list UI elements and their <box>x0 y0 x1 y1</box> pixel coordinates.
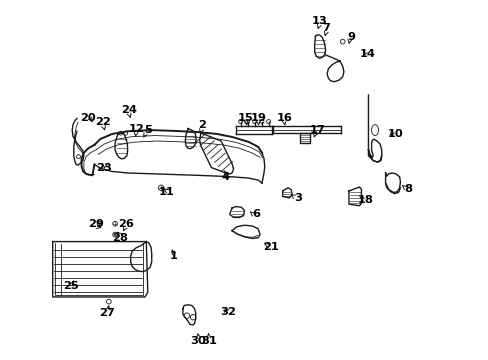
Text: 28: 28 <box>112 233 127 243</box>
Text: 7: 7 <box>322 23 329 33</box>
Text: 24: 24 <box>121 105 137 115</box>
Text: 18: 18 <box>357 195 372 205</box>
Text: 30: 30 <box>190 336 206 346</box>
Text: 29: 29 <box>87 219 103 229</box>
Text: 6: 6 <box>252 209 260 219</box>
Text: 15: 15 <box>238 113 253 123</box>
Text: 2: 2 <box>197 121 205 130</box>
Text: 20: 20 <box>80 113 96 123</box>
Text: 13: 13 <box>311 16 326 26</box>
Text: 4: 4 <box>222 172 229 182</box>
Text: 11: 11 <box>158 187 174 197</box>
Text: 12: 12 <box>128 123 144 134</box>
Text: 22: 22 <box>95 117 111 127</box>
Text: 23: 23 <box>96 162 112 172</box>
Text: 9: 9 <box>347 32 355 41</box>
Text: 26: 26 <box>118 219 133 229</box>
Text: 19: 19 <box>250 113 266 123</box>
Text: 1: 1 <box>169 251 177 261</box>
Text: 25: 25 <box>63 281 79 291</box>
Text: 16: 16 <box>276 113 292 123</box>
Text: 32: 32 <box>220 307 236 317</box>
Text: 14: 14 <box>359 49 374 59</box>
Text: 27: 27 <box>99 308 115 318</box>
Text: 10: 10 <box>387 129 403 139</box>
Text: 3: 3 <box>294 193 302 203</box>
Text: 31: 31 <box>200 336 216 346</box>
Text: 21: 21 <box>263 242 278 252</box>
Text: 5: 5 <box>144 125 152 135</box>
Text: 8: 8 <box>404 184 411 194</box>
Text: 17: 17 <box>309 125 325 135</box>
